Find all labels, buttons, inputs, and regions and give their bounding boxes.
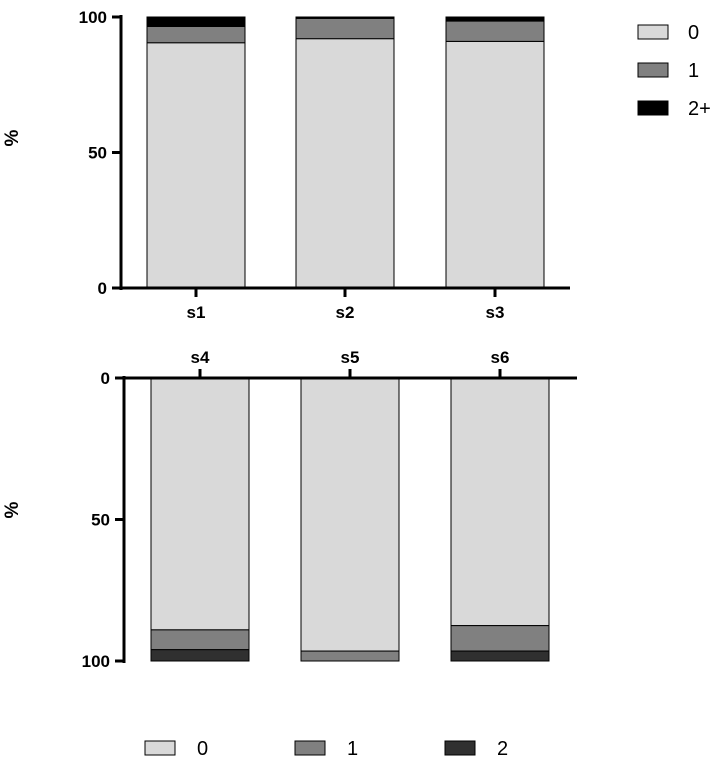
y-tick-label: 100 xyxy=(82,652,110,671)
y-tick-label: 50 xyxy=(88,144,107,163)
bar-segment-s3-series-1 xyxy=(445,20,545,42)
bar-segment-s6-series-1 xyxy=(450,625,550,652)
bottom-chart: 0 50 100 s4 s5 s6% 0 1 2 xyxy=(2,348,577,760)
legend-label-0: 0 xyxy=(688,22,699,44)
y-tick-label: 0 xyxy=(98,279,107,298)
y-tick-label: 100 xyxy=(79,8,107,27)
y-tick-label: 50 xyxy=(91,511,110,530)
y-tick-label: 0 xyxy=(101,369,110,388)
legend-swatch-0 xyxy=(144,740,176,756)
bar-segment-s4-series-1 xyxy=(150,629,250,651)
legend-swatch-2plus xyxy=(637,100,669,116)
top-chart: 0 50 100 s1 s2 s3% 0 1 2+ xyxy=(2,8,711,322)
bar-segment-s4-series-2 xyxy=(150,649,250,662)
x-tick-label-s3: s3 xyxy=(486,303,505,322)
x-tick-label-s1: s1 xyxy=(187,303,206,322)
y-axis-title: % xyxy=(2,501,23,518)
legend-swatch-1 xyxy=(294,740,326,756)
legend-swatch-1 xyxy=(637,62,669,78)
bar-segment-s5-series-0 xyxy=(300,377,400,652)
legend-label-0: 0 xyxy=(197,738,208,760)
bar-segment-s2-series-1 xyxy=(295,17,395,40)
legend-swatch-0 xyxy=(637,24,669,40)
legend-label-1: 1 xyxy=(688,60,699,82)
bar-segment-s6-series-2 xyxy=(450,650,550,662)
x-tick-label-s2: s2 xyxy=(336,303,355,322)
x-tick-label-s5: s5 xyxy=(341,348,360,367)
legend-label-2plus: 2+ xyxy=(688,98,711,120)
legend-label-2: 2 xyxy=(497,738,508,760)
x-tick-label-s4: s4 xyxy=(191,348,210,367)
bar-segment-s1-series-1 xyxy=(146,25,246,44)
bar-segment-s1-series-2plus xyxy=(146,16,246,27)
x-tick-label-s6: s6 xyxy=(491,348,510,367)
bar-segment-s1-series-0 xyxy=(146,42,246,289)
bar-segment-s2-series-2plus xyxy=(295,16,395,19)
y-axis-title: % xyxy=(2,129,23,146)
bar-segment-s3-series-2plus xyxy=(445,16,545,22)
bar-segment-s5-series-1 xyxy=(300,650,400,662)
bar-segment-s6-series-0 xyxy=(450,377,550,627)
legend-label-1: 1 xyxy=(347,738,358,760)
legend-swatch-2 xyxy=(444,740,476,756)
bar-segment-s2-series-0 xyxy=(295,38,395,289)
bar-segment-s3-series-0 xyxy=(445,40,545,289)
bar-segment-s4-series-0 xyxy=(150,377,250,631)
